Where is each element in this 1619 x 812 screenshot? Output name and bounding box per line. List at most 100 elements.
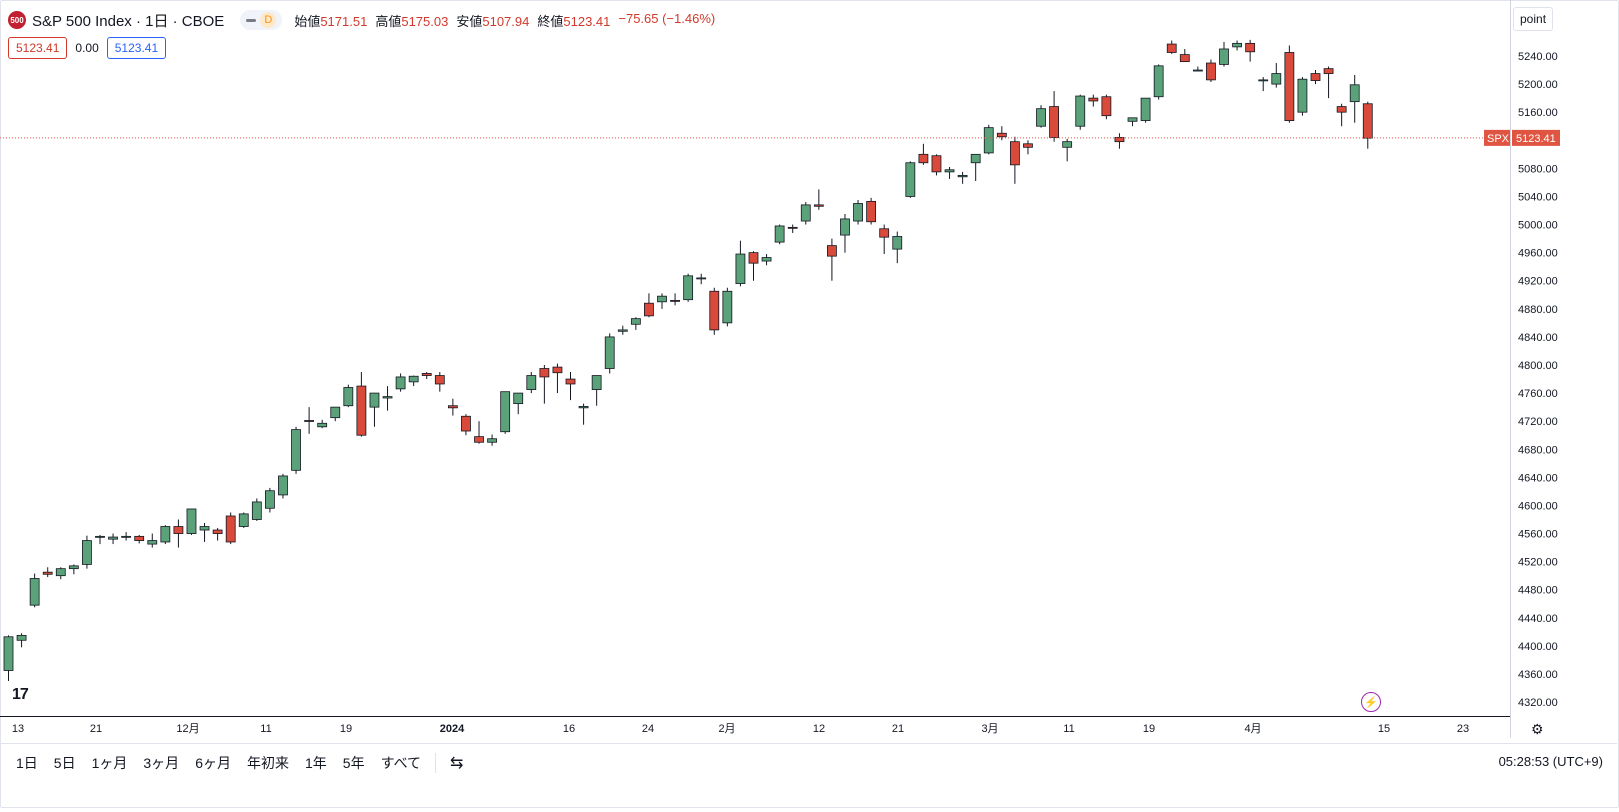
- candle-body: [199, 526, 210, 531]
- candle-body: [461, 415, 471, 432]
- candle-body: [68, 565, 79, 570]
- candle-body: [1140, 97, 1151, 122]
- y-tick-label: 4480.00: [1518, 585, 1558, 597]
- low-label: 安値: [456, 13, 483, 29]
- candle-body: [108, 536, 118, 540]
- candle-body: [1009, 141, 1020, 166]
- candle-body: [1310, 73, 1321, 81]
- clock[interactable]: 05:28:53 (UTC+9): [1498, 754, 1603, 769]
- candle-body: [264, 490, 275, 509]
- candle-body: [670, 299, 680, 302]
- x-tick-label: 19: [1143, 723, 1155, 735]
- settings-gear-icon[interactable]: ⚙: [1531, 721, 1544, 737]
- candle-body: [447, 405, 458, 409]
- candle-body: [500, 391, 511, 433]
- candle-body: [82, 540, 92, 565]
- candle-body: [1179, 54, 1190, 63]
- price-tag-symbol: SPX: [1487, 133, 1510, 145]
- candle-body: [722, 290, 733, 324]
- candle-body: [892, 236, 903, 250]
- range-separator: [435, 753, 437, 773]
- interval-pill[interactable]: D: [240, 10, 283, 30]
- y-tick-label: 4320.00: [1518, 697, 1558, 709]
- candle-body: [1219, 48, 1229, 65]
- candle-body: [552, 366, 563, 374]
- candle-body: [1101, 96, 1112, 117]
- candle-body: [186, 508, 197, 534]
- candle-body: [1362, 103, 1373, 139]
- y-tick-label: 4560.00: [1518, 529, 1558, 541]
- buy-price-button[interactable]: 5123.41: [106, 37, 167, 59]
- candle-body: [539, 368, 550, 378]
- range-button-0[interactable]: 1日: [16, 755, 38, 771]
- close-value: 5123.41: [563, 13, 611, 29]
- candle-body: [251, 501, 262, 520]
- range-button-4[interactable]: 6ヶ月: [195, 755, 231, 771]
- range-button-2[interactable]: 1ヶ月: [91, 755, 128, 771]
- candle-body: [983, 127, 994, 154]
- candle-body: [29, 578, 40, 606]
- range-button-3[interactable]: 3ヶ月: [143, 755, 180, 771]
- candle-body: [1245, 42, 1256, 53]
- x-tick-label: 2月: [718, 723, 735, 735]
- candle-body: [630, 318, 641, 325]
- high-label: 高値: [375, 13, 402, 29]
- candle-body: [1232, 42, 1242, 48]
- y-tick-label: 4960.00: [1518, 248, 1558, 260]
- collapse-icon: [246, 18, 257, 22]
- range-button-8[interactable]: すべて: [380, 755, 422, 771]
- x-tick-label: 19: [340, 723, 352, 735]
- change-value: −75.65 (−1.46%): [618, 10, 716, 26]
- range-bar: 1日 5日 1ヶ月 3ヶ月 6ヶ月 年初来 1年 5年 すべて ⇆: [8, 750, 471, 776]
- candle-body: [330, 406, 341, 419]
- range-button-7[interactable]: 5年: [342, 755, 365, 771]
- candle-body: [160, 526, 171, 543]
- candle-body: [421, 373, 432, 376]
- x-tick-label: 11: [260, 723, 271, 735]
- range-button-1[interactable]: 5日: [53, 755, 76, 771]
- candle-body: [42, 571, 53, 575]
- y-tick-label: 4720.00: [1518, 416, 1558, 428]
- candle-body: [1336, 106, 1347, 113]
- candle-body: [382, 396, 393, 399]
- candle-body: [16, 634, 27, 641]
- candle-body: [827, 245, 837, 257]
- range-button-5[interactable]: 年初来: [246, 755, 289, 771]
- candle-body: [487, 438, 497, 443]
- candle-body: [513, 392, 524, 405]
- candlestick-chart[interactable]: 4320.00 4360.00 4400.00 4440.00 4480.00 4520.…: [0, 0, 1619, 740]
- lightning-icon[interactable]: ⚡: [1361, 692, 1381, 712]
- y-tick-label: 4440.00: [1518, 613, 1558, 625]
- tradingview-logo-icon[interactable]: 17: [12, 686, 29, 703]
- candle-body: [1192, 69, 1203, 72]
- candle-body: [238, 513, 249, 527]
- price-tag-value: 5123.41: [1516, 133, 1556, 145]
- sell-price-button[interactable]: 5123.41: [8, 37, 68, 59]
- ohlc-values: 始値5171.51 高値5175.03 安値5107.94 終値5123.41 …: [294, 11, 715, 30]
- price-unit-button[interactable]: point: [1513, 7, 1554, 31]
- candle-body: [996, 132, 1007, 138]
- candle-body: [866, 200, 877, 223]
- candle-body: [578, 406, 589, 409]
- candle-body: [1088, 97, 1099, 102]
- open-value: 5171.51: [320, 13, 368, 29]
- candle-body: [761, 257, 772, 262]
- candle-body: [317, 422, 328, 428]
- candle-body: [853, 203, 863, 222]
- candle-body: [604, 336, 615, 369]
- candle-body: [709, 290, 720, 331]
- date-range-icon[interactable]: ⇆: [450, 755, 464, 772]
- candle-body: [356, 385, 367, 436]
- range-button-6[interactable]: 1年: [304, 755, 327, 771]
- candle-body: [1258, 79, 1269, 82]
- symbol-title[interactable]: S&P 500 Index · 1日 · CBOE: [32, 12, 225, 30]
- candle-body: [121, 535, 132, 538]
- footer-divider: [0, 743, 1617, 744]
- candle-body: [1166, 43, 1177, 53]
- y-tick-label: 4880.00: [1518, 304, 1558, 316]
- candle-body: [1297, 78, 1308, 113]
- time-axis-line: [0, 716, 1510, 717]
- y-tick-label: 5080.00: [1518, 163, 1558, 175]
- y-tick-label: 4680.00: [1518, 444, 1558, 456]
- candle-body: [800, 204, 811, 222]
